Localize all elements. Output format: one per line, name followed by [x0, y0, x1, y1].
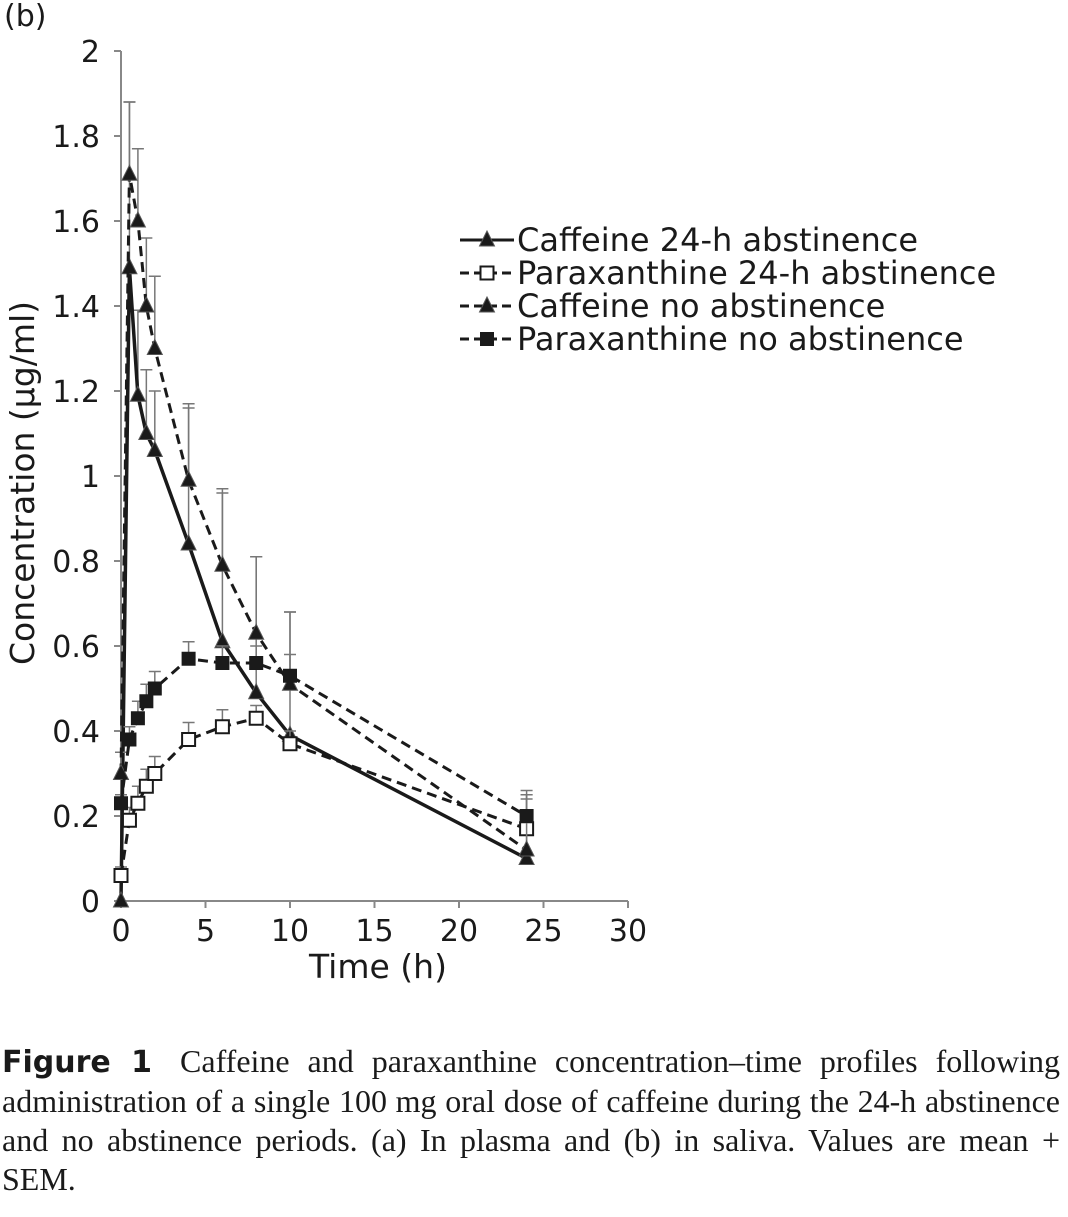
caffeine-no-abstinence-point: [121, 164, 138, 181]
paraxanthine-24h-point: [248, 710, 264, 726]
x-tick-label: 15: [355, 914, 393, 949]
panel-label: (b): [4, 0, 46, 34]
x-tick-label: 0: [111, 914, 130, 949]
y-axis-label: Concentration (µg/ml): [3, 301, 42, 665]
caffeine-no-abstinence-point: [247, 623, 265, 640]
caffeine-24h-point: [146, 440, 164, 457]
legend-marker-paraxanthine-24h: [479, 265, 495, 281]
caffeine-no-abstinence-point: [112, 763, 130, 780]
x-tick-label: 20: [440, 914, 478, 949]
legend-label-caffeine-24h: Caffeine 24-h abstinence: [517, 221, 918, 259]
paraxanthine-24h-point: [138, 778, 154, 794]
paraxanthine-no-abstinence-point: [249, 656, 264, 670]
paraxanthine-no-abstinence-point: [139, 694, 154, 709]
paraxanthine-24h-point: [130, 795, 146, 811]
caffeine-no-abstinence-point: [129, 210, 147, 228]
y-tick-label: 0.6: [52, 630, 100, 665]
caffeine-24h-line: [119, 267, 528, 902]
caption-label: Figure 1: [2, 1045, 153, 1080]
paraxanthine-24h-point: [181, 732, 197, 747]
paraxanthine-24h-point: [282, 736, 298, 752]
legend-marker-caffeine-no-abstinence: [478, 295, 496, 313]
y-tick-label: 1.4: [52, 290, 100, 325]
paraxanthine-24h-point: [147, 766, 163, 781]
x-tick-label: 30: [609, 914, 647, 949]
caffeine-24h-point: [247, 682, 265, 700]
caffeine-no-abstinence-point: [146, 338, 164, 355]
caffeine-24h-point: [129, 385, 147, 402]
caffeine-24h-point: [112, 890, 130, 908]
y-tick-label: 0.4: [52, 715, 100, 750]
legend-label-paraxanthine-24h: Paraxanthine 24-h abstinence: [517, 254, 996, 292]
paraxanthine-no-abstinence-point: [122, 732, 137, 747]
plot-area: 00.20.40.60.811.21.41.61.820 5 10 15 20 25 30: [52, 35, 647, 949]
paraxanthine-no-abstinence-point: [181, 651, 196, 666]
legend-marker-paraxanthine-no-abstinence: [480, 332, 494, 346]
x-tick-label: 10: [271, 914, 309, 949]
caffeine-no-abstinence-point: [138, 295, 155, 313]
paraxanthine-24h-point: [113, 868, 129, 883]
y-tick-label: 0: [81, 885, 100, 920]
caffeine-no-abstinence-point: [518, 839, 535, 857]
caffeine-no-abstinence-point: [180, 470, 197, 487]
paraxanthine-no-abstinence-point: [114, 796, 128, 811]
paraxanthine-no-abstinence-point: [215, 656, 230, 670]
paraxanthine-24h-point: [121, 812, 137, 828]
paraxanthine-no-abstinence-line: [119, 657, 528, 818]
caffeine-24h-point: [518, 848, 535, 865]
caffeine-no-abstinence-line: [119, 174, 528, 852]
paraxanthine-no-abstinence-point: [147, 681, 162, 696]
x-tick-label: 5: [196, 914, 215, 949]
y-tick-label: 0.8: [52, 545, 100, 580]
y-tick-label: 1.2: [52, 375, 100, 410]
paraxanthine-no-abstinence-point: [519, 809, 534, 823]
y-tick-label: 1.8: [52, 120, 100, 155]
caffeine-24h-point: [180, 533, 197, 551]
x-axis-label: Time (h): [308, 947, 447, 986]
paraxanthine-no-abstinence-point: [130, 711, 145, 726]
caffeine-no-abstinence-point: [214, 555, 231, 572]
caption-text: Caffeine and paraxanthine concentration–…: [2, 1043, 1061, 1197]
y-tick-label: 1: [81, 460, 100, 495]
paraxanthine-24h-point: [214, 719, 230, 735]
y-tick-label: 0.2: [52, 800, 100, 835]
figure-caption: Figure 1 Caffeine and paraxanthine concen…: [2, 1042, 1060, 1199]
legend-label-paraxanthine-no-abstinence: Paraxanthine no abstinence: [517, 320, 964, 358]
legend-label-caffeine-no-abstinence: Caffeine no abstinence: [517, 287, 885, 325]
legend-marker-caffeine-24h: [478, 229, 496, 247]
paraxanthine-24h-line: [119, 716, 528, 876]
y-tick-label: 2: [81, 35, 100, 70]
paraxanthine-no-abstinence-point: [283, 668, 297, 683]
x-tick-label: 25: [524, 914, 562, 949]
caffeine-24h-point: [138, 423, 155, 440]
y-tick-label: 1.6: [52, 205, 100, 240]
chart: (b) Concentration (µg/ml) Time (h) 0 0.2 0…: [3, 0, 996, 986]
